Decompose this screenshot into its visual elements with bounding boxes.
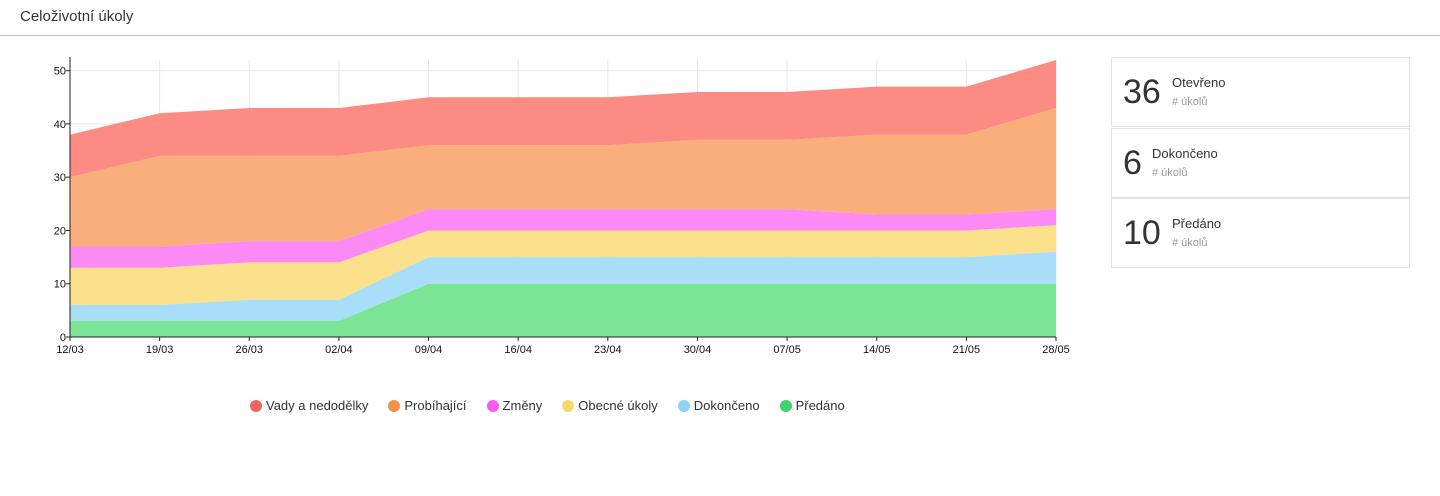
stat-card-handed-over[interactable]: 10 Předáno # úkolů <box>1111 198 1410 268</box>
area-series-1 <box>70 251 1056 322</box>
stat-sub-open: # úkolů <box>1172 96 1208 108</box>
legend-item-changes[interactable]: Změny <box>486 398 543 413</box>
stat-label-handed-over: Předáno <box>1172 216 1222 231</box>
stat-sub-completed: # úkolů <box>1152 167 1188 179</box>
y-tick-label-1: 10 <box>54 279 66 291</box>
stat-value-handed-over: 10 <box>1123 214 1161 252</box>
legend-item-in-progress[interactable]: Probíhající <box>388 398 467 413</box>
legend-label-changes: Změny <box>502 398 543 413</box>
chart-legend: Vady a nedodělky Probíhající Změny Obecn… <box>250 398 865 413</box>
x-tick-label-2: 26/03 <box>236 344 264 356</box>
y-tick-label-2: 20 <box>54 225 66 237</box>
x-tick-label-9: 14/05 <box>863 344 891 356</box>
legend-label-general-tasks: Obecné úkoly <box>578 398 658 413</box>
x-tick-label-8: 07/05 <box>773 344 801 356</box>
legend-dot-general-tasks <box>562 399 575 412</box>
legend-label-in-progress: Probíhající <box>404 398 467 413</box>
legend-label-defects: Vady a nedodělky <box>266 398 369 413</box>
legend-dot-changes <box>486 399 499 412</box>
legend-dot-handed-over <box>779 399 792 412</box>
stat-label-open: Otevřeno <box>1172 75 1226 90</box>
x-tick-label-0: 12/03 <box>56 344 84 356</box>
legend-item-defects[interactable]: Vady a nedodělky <box>250 398 368 413</box>
x-tick-label-3: 02/04 <box>325 344 353 356</box>
legend-item-general-tasks[interactable]: Obecné úkoly <box>562 398 658 413</box>
x-tick-label-6: 23/04 <box>594 344 622 356</box>
area-series-3 <box>70 209 1056 268</box>
x-tick-label-10: 21/05 <box>953 344 981 356</box>
x-tick-label-1: 19/03 <box>146 344 174 356</box>
stat-card-open[interactable]: 36 Otevřeno # úkolů <box>1111 57 1410 127</box>
y-tick-label-4: 40 <box>54 119 66 131</box>
stat-value-completed: 6 <box>1123 144 1142 182</box>
x-tick-label-7: 30/04 <box>684 344 712 356</box>
legend-label-completed: Dokončeno <box>693 398 760 413</box>
y-tick-label-0: 0 <box>60 332 66 344</box>
legend-label-handed-over: Předáno <box>795 398 845 413</box>
x-tick-label-5: 16/04 <box>504 344 532 356</box>
legend-dot-completed <box>677 399 690 412</box>
area-series-4 <box>70 107 1056 247</box>
page-title: Celoživotní úkoly <box>20 8 134 25</box>
legend-dot-defects <box>250 399 262 412</box>
stat-label-completed: Dokončeno <box>1152 146 1218 161</box>
legend-item-completed[interactable]: Dokončeno <box>677 398 760 413</box>
stat-value-open: 36 <box>1123 73 1161 111</box>
y-tick-label-3: 30 <box>54 172 66 184</box>
legend-dot-in-progress <box>388 399 401 412</box>
y-tick-label-5: 50 <box>54 66 66 78</box>
page-header: Celoživotní úkoly <box>0 0 1440 36</box>
x-tick-label-11: 28/05 <box>1042 344 1070 356</box>
legend-item-handed-over[interactable]: Předáno <box>779 398 845 413</box>
stat-card-completed[interactable]: 6 Dokončeno # úkolů <box>1111 128 1410 198</box>
area-series-5 <box>70 60 1056 178</box>
area-series-0 <box>70 283 1056 337</box>
stat-sub-handed-over: # úkolů <box>1172 237 1208 249</box>
area-series-2 <box>70 225 1056 306</box>
x-tick-label-4: 09/04 <box>415 344 443 356</box>
